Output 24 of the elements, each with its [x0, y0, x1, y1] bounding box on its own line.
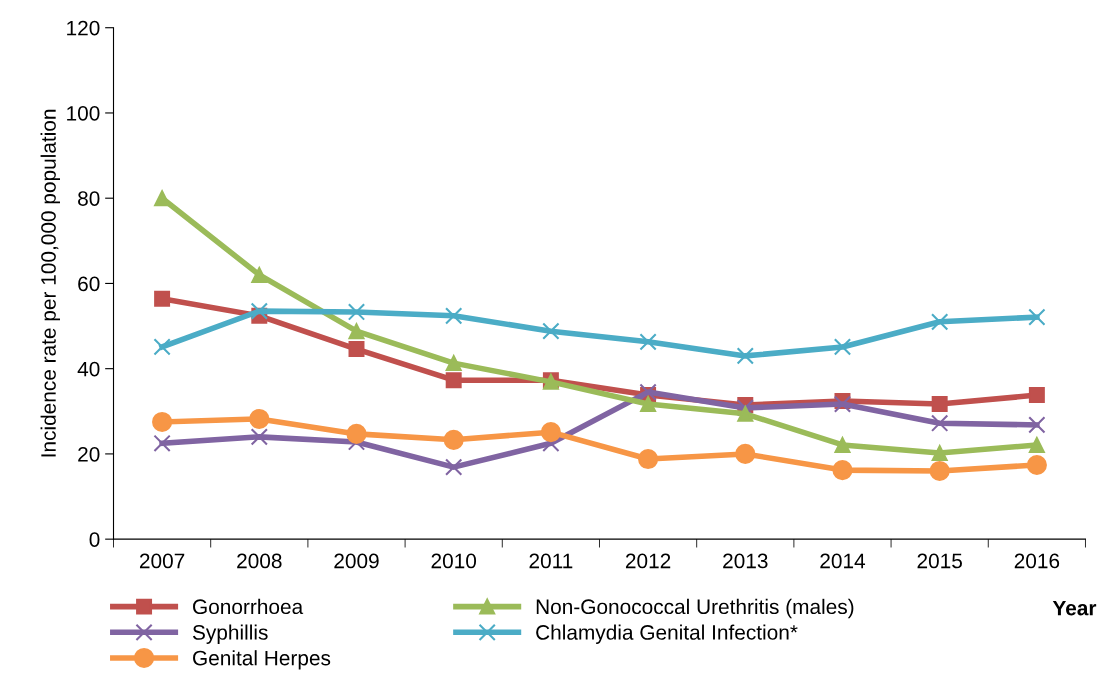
y-tick-label: 40 [77, 361, 100, 377]
legend-label: Syphillis [192, 624, 268, 644]
x-tick-label: 2014 [820, 553, 866, 569]
x-tick-label: 2009 [334, 553, 379, 569]
x-tick-label: 2011 [529, 553, 573, 569]
y-tick-label: 120 [67, 20, 100, 36]
legend-label: Chlamydia Genital Infection* [536, 624, 798, 644]
y-tick-label: 20 [78, 446, 100, 462]
y-tick-label: 60 [78, 276, 100, 292]
y-tick-label: 0 [89, 532, 100, 547]
x-tick-label: 2015 [917, 553, 962, 569]
x-tick-label: 2010 [431, 553, 477, 569]
y-axis-title: Incidence rate per 100,000 population [40, 109, 60, 457]
x-tick-label: 2012 [625, 553, 671, 569]
x-tick-label: 2013 [723, 553, 768, 569]
x-tick-label: 2008 [237, 553, 282, 569]
legend-label: Genital Herpes [193, 650, 331, 670]
x-axis-title: Year [1052, 600, 1097, 616]
legend-label: Non-Gonococcal Urethritis (males) [536, 598, 854, 619]
legend-label: Gonorrhoea [193, 598, 304, 615]
x-tick-label: 2016 [1014, 553, 1060, 569]
y-tick-label: 100 [67, 105, 100, 121]
y-tick-label: 80 [78, 191, 100, 206]
x-tick-label: 2007 [139, 553, 185, 569]
